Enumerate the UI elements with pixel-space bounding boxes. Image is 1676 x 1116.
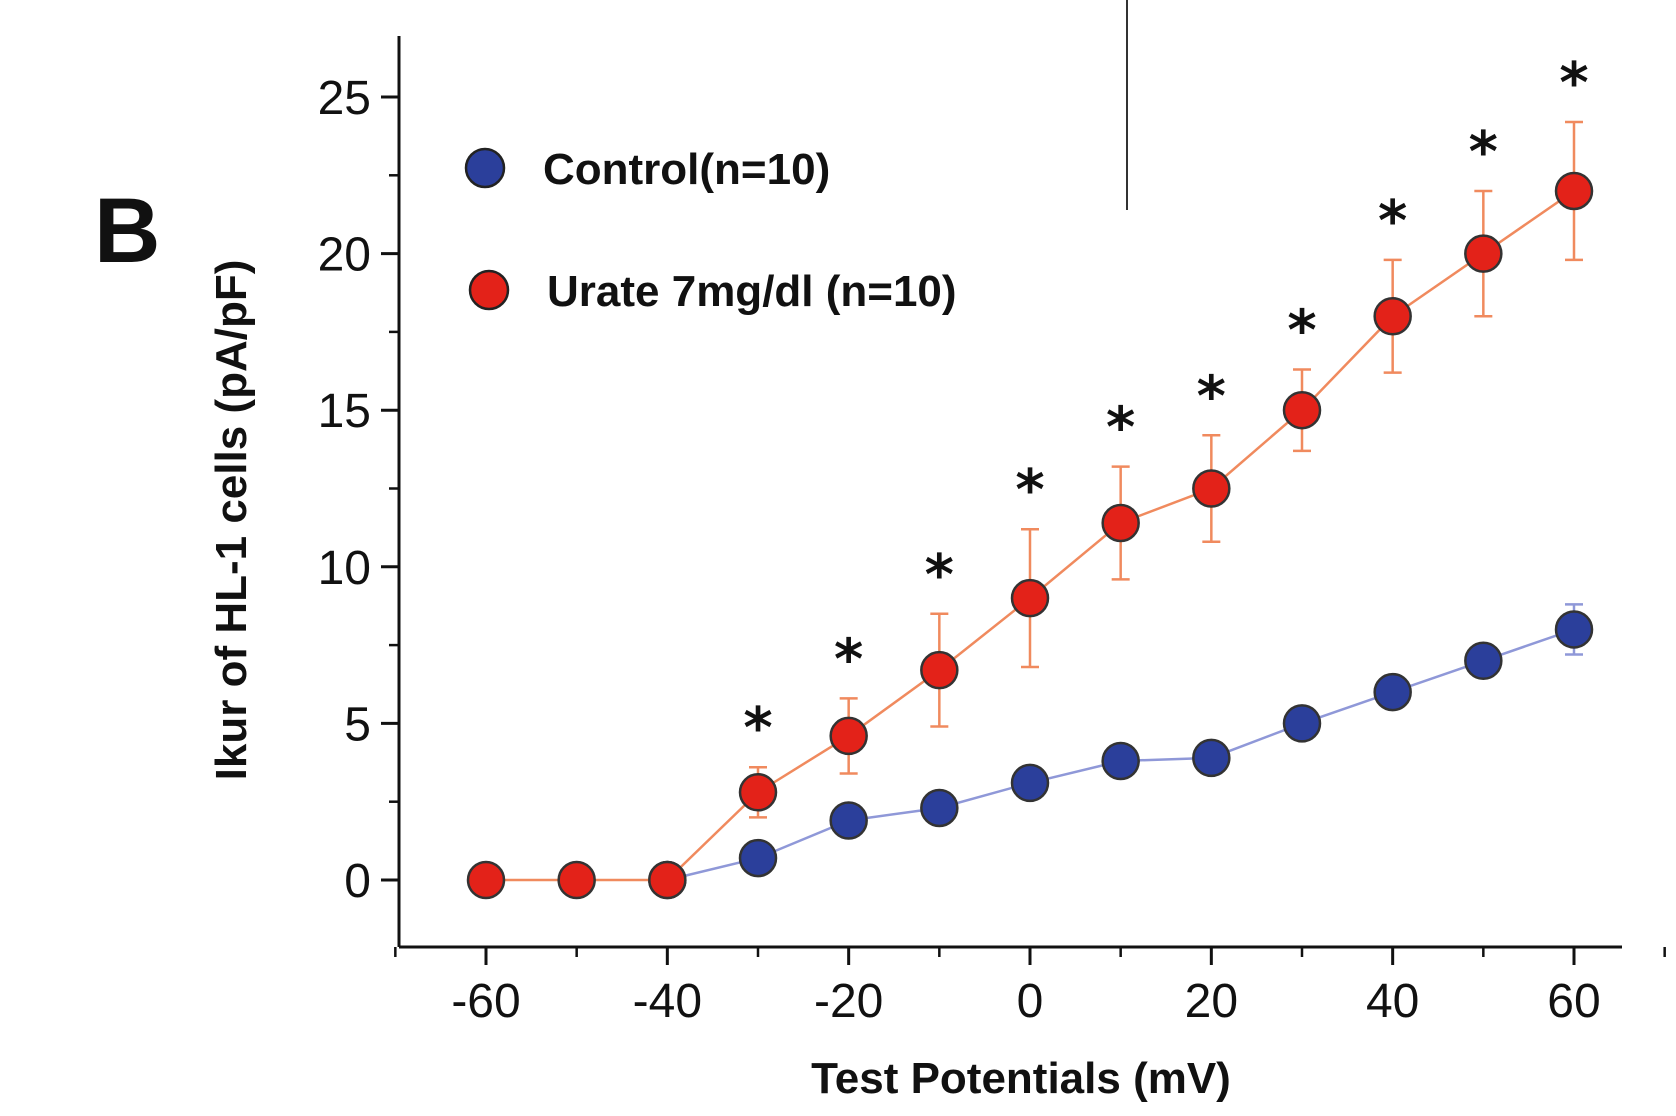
x-tick-label: -60 <box>451 975 520 1028</box>
series-urate <box>466 120 1594 900</box>
significance-star: * <box>1287 298 1316 363</box>
data-point <box>1010 578 1050 618</box>
y-ticks: 0 5 10 15 20 25 <box>318 72 399 908</box>
data-point <box>1554 610 1594 649</box>
data-point <box>738 773 778 812</box>
data-point <box>466 860 506 900</box>
data-point <box>1464 641 1503 681</box>
y-tick-label: 0 <box>344 855 371 908</box>
data-point <box>920 788 959 828</box>
data-point <box>557 860 596 900</box>
data-point <box>1464 234 1503 273</box>
data-point <box>1554 171 1594 211</box>
data-point <box>1010 763 1050 803</box>
series-control <box>648 603 1594 900</box>
legend-marker-urate <box>468 269 510 311</box>
legend-item-urate: Urate 7mg/dl (n=10) <box>468 267 957 316</box>
axes: 0 5 10 15 20 25 -60 -40 -20 0 20 40 60 <box>318 36 1666 1028</box>
panel-label: B <box>94 180 160 282</box>
legend-label-urate: Urate 7mg/dl (n=10) <box>547 267 957 316</box>
y-axis-title: Ikur of HL-1 cells (pA/pF) <box>207 260 256 781</box>
significance-star: * <box>1469 120 1498 185</box>
plot-series <box>466 120 1594 900</box>
x-tick-label: 40 <box>1366 975 1419 1028</box>
x-tick-label: 0 <box>1017 975 1044 1028</box>
x-ticks: -60 -40 -20 0 20 40 60 <box>394 947 1666 1028</box>
significance-star: * <box>1015 458 1044 523</box>
data-point <box>738 838 778 878</box>
legend-label-control: Control(n=10) <box>543 145 830 194</box>
data-point <box>1282 390 1322 430</box>
x-axis-title: Test Potentials (mV) <box>811 1054 1231 1103</box>
significance-star: * <box>1559 51 1588 116</box>
data-point <box>1192 469 1231 508</box>
y-tick-label: 20 <box>318 229 371 282</box>
y-tick-label: 25 <box>318 72 371 125</box>
data-point <box>648 860 687 900</box>
x-tick-label: -40 <box>633 975 702 1028</box>
data-point <box>1282 704 1322 743</box>
significance-star: * <box>834 627 863 692</box>
data-point <box>829 716 868 756</box>
y-tick-label: 10 <box>318 542 371 595</box>
y-tick-label: 5 <box>344 698 371 751</box>
data-point <box>1101 741 1140 781</box>
legend-item-control: Control(n=10) <box>464 145 830 194</box>
data-point <box>829 801 868 840</box>
data-point <box>920 650 959 690</box>
significance-star: * <box>743 696 772 761</box>
x-tick-label: 20 <box>1185 975 1238 1028</box>
x-tick-label: -20 <box>814 975 883 1028</box>
y-tick-label: 15 <box>318 385 371 438</box>
legend: Control(n=10) Urate 7mg/dl (n=10) <box>464 145 957 316</box>
significance-marks: * * * * * * * * * * <box>743 51 1588 761</box>
data-point <box>1101 503 1140 543</box>
significance-star: * <box>925 543 954 608</box>
significance-star: * <box>1106 396 1135 461</box>
significance-star: * <box>1197 364 1226 429</box>
data-point <box>1192 738 1231 778</box>
data-point <box>1373 296 1412 336</box>
significance-star: * <box>1378 189 1407 254</box>
x-tick-label: 60 <box>1547 975 1600 1028</box>
data-point <box>1373 672 1412 712</box>
legend-marker-control <box>464 147 506 189</box>
